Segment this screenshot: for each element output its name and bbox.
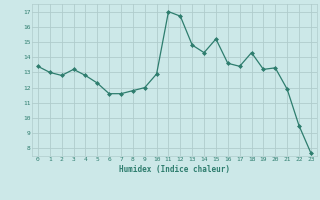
X-axis label: Humidex (Indice chaleur): Humidex (Indice chaleur) <box>119 165 230 174</box>
